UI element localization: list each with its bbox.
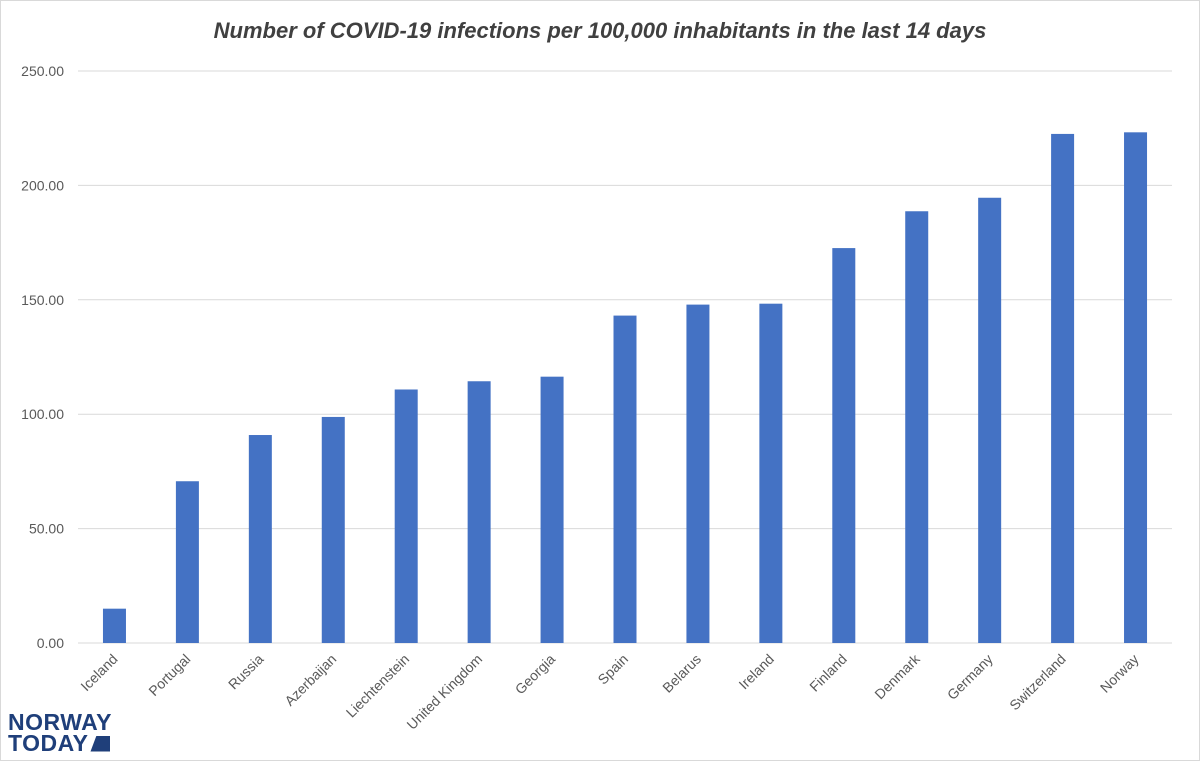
y-tick-label: 0.00 (37, 635, 64, 651)
bar (832, 248, 856, 644)
bar (1124, 132, 1148, 643)
x-tick-label: Georgia (512, 651, 559, 698)
x-tick-label: Azerbaijan (281, 651, 339, 709)
x-tick-label: Russia (225, 651, 267, 693)
bar (1051, 133, 1075, 644)
x-axis-ticks: Iceland Portugal Russia Azerbaijan Liechtens… (77, 650, 1141, 732)
bar (321, 416, 345, 643)
x-tick-label: Ireland (735, 651, 777, 693)
x-tick-label: Iceland (77, 651, 120, 694)
logo-line2: TODAY (8, 730, 89, 756)
x-tick-label: Portugal (145, 651, 193, 699)
bar (540, 376, 564, 643)
x-tick-label: Finland (806, 651, 850, 695)
x-tick-label: Liechtenstein (343, 651, 413, 721)
y-tick-label: 100.00 (21, 406, 64, 422)
y-tick-label: 150.00 (21, 292, 64, 308)
x-tick-label: United Kingdom (403, 651, 485, 733)
x-tick-label: Denmark (871, 650, 923, 702)
bar (905, 211, 929, 643)
bar (248, 435, 272, 643)
bar (759, 303, 783, 643)
bars (102, 132, 1148, 644)
y-tick-label: 250.00 (21, 63, 64, 79)
x-tick-label: Norway (1097, 651, 1142, 696)
bar (613, 315, 637, 643)
bar (686, 304, 710, 643)
bar (102, 608, 126, 643)
bar (978, 197, 1002, 644)
bar (467, 381, 491, 643)
x-tick-label: Switzerland (1006, 651, 1068, 713)
x-tick-label: Spain (594, 651, 631, 688)
x-tick-label: Germany (944, 651, 996, 703)
chart-title: Number of COVID-19 infections per 100,00… (213, 18, 987, 43)
bar (175, 481, 199, 643)
x-tick-label: Belarus (659, 651, 704, 696)
y-axis-ticks: 0.00 50.00 100.00 150.00 200.00 250.00 (21, 63, 64, 651)
bar (394, 389, 418, 643)
logo-mark-icon (90, 735, 111, 752)
norway-today-logo: NORWAY TODAY (8, 709, 112, 756)
y-tick-label: 50.00 (29, 521, 64, 537)
logo-line1: NORWAY (8, 709, 112, 735)
y-tick-label: 200.00 (21, 177, 64, 193)
